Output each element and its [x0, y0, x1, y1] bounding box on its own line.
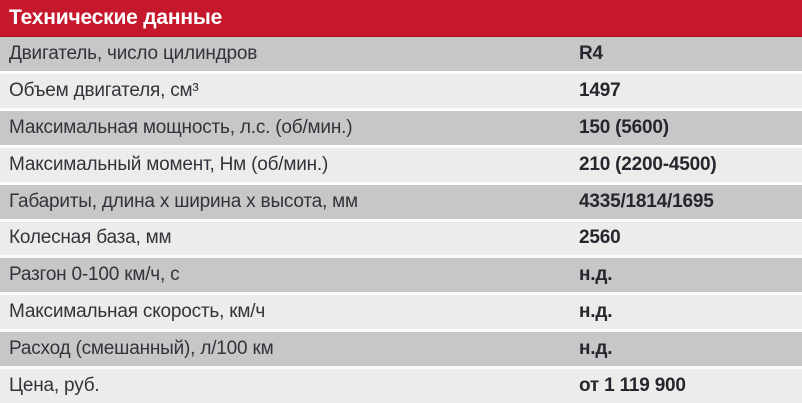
- table-rows: Двигатель, число цилиндров R4 Объем двиг…: [0, 37, 802, 403]
- spec-value: н.д.: [579, 301, 613, 323]
- spec-value: 150 (5600): [579, 116, 669, 138]
- table-row: Габариты, длина х ширина х высота, мм 43…: [0, 181, 802, 219]
- spec-label: Объем двигателя, см³: [9, 79, 199, 101]
- spec-label: Колесная база, мм: [9, 227, 172, 249]
- spec-label: Двигатель, число цилиндров: [9, 42, 258, 64]
- spec-value: 210 (2200-4500): [579, 153, 717, 175]
- table-row: Максимальная мощность, л.с. (об/мин.) 15…: [0, 107, 802, 145]
- spec-label: Максимальная мощность, л.с. (об/мин.): [9, 116, 353, 138]
- spec-label: Максимальный момент, Нм (об/мин.): [9, 153, 329, 175]
- table-row: Колесная база, мм 2560: [0, 218, 802, 256]
- spec-value: от 1 119 900: [579, 375, 686, 397]
- spec-label: Габариты, длина х ширина х высота, мм: [9, 190, 358, 212]
- spec-value: R4: [579, 42, 603, 64]
- spec-label: Максимальная скорость, км/ч: [9, 301, 266, 323]
- table-row: Расход (смешанный), л/100 км н.д.: [0, 329, 802, 367]
- table-row: Цена, руб. от 1 119 900: [0, 366, 802, 403]
- spec-label: Разгон 0-100 км/ч, с: [9, 264, 180, 286]
- spec-label: Цена, руб.: [9, 375, 100, 397]
- table-row: Максимальный момент, Нм (об/мин.) 210 (2…: [0, 144, 802, 182]
- spec-value: н.д.: [579, 264, 613, 286]
- spec-value: 2560: [579, 227, 621, 249]
- table-row: Максимальная скорость, км/ч н.д.: [0, 292, 802, 330]
- spec-value: н.д.: [579, 338, 613, 360]
- spec-value: 4335/1814/1695: [579, 190, 714, 212]
- table-row: Разгон 0-100 км/ч, с н.д.: [0, 255, 802, 293]
- spec-value: 1497: [579, 79, 621, 101]
- table-row: Объем двигателя, см³ 1497: [0, 70, 802, 108]
- table-title: Технические данные: [9, 6, 223, 29]
- spec-label: Расход (смешанный), л/100 км: [9, 338, 274, 360]
- table-row: Двигатель, число цилиндров R4: [0, 37, 802, 71]
- table-header: Технические данные: [0, 0, 802, 37]
